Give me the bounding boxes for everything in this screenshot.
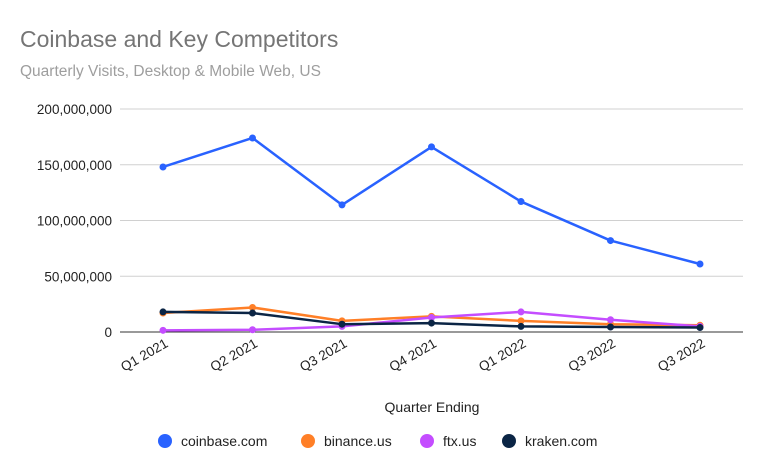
legend-item-ftx-us[interactable]: ftx.us (420, 433, 476, 449)
x-tick-label: Q1 2021 (118, 336, 170, 375)
x-axis-title: Quarter Ending (385, 399, 480, 415)
x-tick-label: Q2 2021 (208, 336, 260, 375)
x-tick-label: Q3 2022 (655, 336, 707, 375)
legend-marker (301, 434, 315, 448)
legend-marker (502, 434, 516, 448)
data-point[interactable] (428, 314, 435, 322)
data-point[interactable] (428, 319, 435, 327)
legend-label: ftx.us (443, 433, 476, 449)
data-point[interactable] (696, 260, 704, 268)
legend-label: coinbase.com (181, 433, 267, 449)
legend-label: binance.us (324, 433, 392, 449)
data-point[interactable] (249, 134, 256, 142)
data-point[interactable] (249, 303, 256, 311)
data-point[interactable] (517, 308, 525, 316)
data-point[interactable] (249, 326, 256, 334)
data-point[interactable] (607, 316, 614, 324)
x-tick-label: Q1 2022 (476, 336, 528, 375)
data-point[interactable] (517, 317, 525, 325)
legend-item-binance-us[interactable]: binance.us (301, 433, 392, 449)
data-point[interactable] (159, 308, 167, 316)
series-coinbase-com (159, 134, 704, 268)
data-point[interactable] (159, 326, 167, 334)
legend-item-kraken-com[interactable]: kraken.com (502, 433, 597, 449)
x-axis-ticks: Q1 2021 Q2 2021 Q3 2021 Q4 2021 Q1 2022 Q3 20… (118, 336, 707, 375)
y-axis-ticks: 0 50,000,000 100,000,000 150,000,000 200,000… (37, 102, 112, 340)
y-tick-label: 50,000,000 (44, 269, 112, 284)
legend-label: kraken.com (525, 433, 597, 449)
y-tick-label: 150,000,000 (37, 158, 112, 173)
data-point[interactable] (696, 324, 704, 332)
series-kraken-com (159, 308, 704, 332)
data-point[interactable] (249, 309, 256, 317)
legend[interactable]: coinbase.com binance.us ftx.us kraken.com (158, 433, 597, 449)
data-point[interactable] (517, 322, 525, 330)
x-tick-label: Q4 2021 (387, 336, 439, 375)
y-tick-label: 0 (104, 325, 112, 340)
x-tick-label: Q3 2021 (297, 336, 349, 375)
series-line (162, 136, 701, 266)
x-tick-label: Q3 2022 (566, 336, 618, 375)
data-point[interactable] (517, 198, 525, 206)
legend-marker (420, 434, 434, 448)
legend-marker (158, 434, 172, 448)
series-lines (159, 134, 704, 334)
y-tick-label: 200,000,000 (37, 102, 112, 117)
data-point[interactable] (159, 163, 167, 171)
data-point[interactable] (607, 323, 614, 331)
legend-item-coinbase-com[interactable]: coinbase.com (158, 433, 267, 449)
y-tick-label: 100,000,000 (37, 214, 112, 229)
chart-title: Coinbase and Key Competitors (20, 26, 339, 52)
data-point[interactable] (338, 320, 346, 328)
data-point[interactable] (338, 201, 346, 209)
chart-subtitle: Quarterly Visits, Desktop & Mobile Web, … (20, 63, 321, 80)
data-point[interactable] (428, 143, 435, 151)
data-point[interactable] (607, 237, 614, 245)
gridlines (120, 108, 743, 333)
